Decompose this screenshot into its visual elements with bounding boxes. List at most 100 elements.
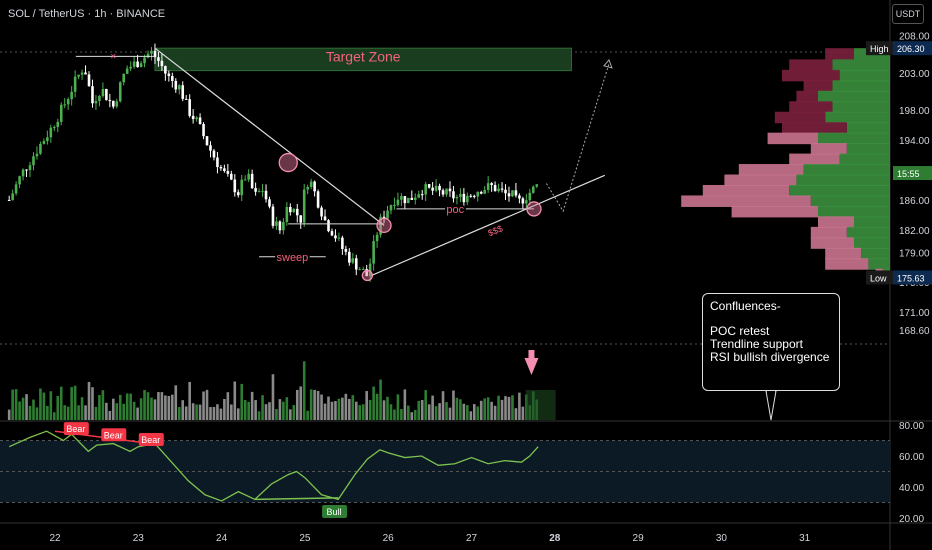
candle-body bbox=[521, 198, 525, 204]
volume-bar bbox=[309, 389, 313, 420]
candle-body bbox=[424, 184, 427, 195]
candle-body bbox=[275, 221, 278, 226]
candle-body bbox=[448, 188, 452, 192]
candle-body bbox=[223, 168, 226, 172]
volume-bar bbox=[268, 402, 271, 420]
volume-bar bbox=[14, 389, 18, 420]
candle-body bbox=[438, 185, 441, 191]
volume-bar bbox=[216, 404, 219, 420]
volume-bar bbox=[507, 396, 511, 420]
volume-bar bbox=[285, 397, 289, 420]
candle-body bbox=[504, 189, 507, 194]
volume-bar bbox=[87, 381, 91, 420]
candle-body bbox=[531, 186, 535, 193]
price-tick-label: 182.00 bbox=[899, 226, 930, 237]
volume-bar bbox=[295, 389, 299, 420]
volume-bar bbox=[174, 385, 178, 420]
bull-divergence-line bbox=[254, 497, 339, 501]
volume-bar bbox=[181, 400, 185, 420]
candle-body bbox=[132, 61, 136, 67]
volume-bar bbox=[348, 398, 351, 420]
volume-bar bbox=[490, 401, 493, 420]
volume-bar bbox=[292, 405, 296, 420]
candle-body bbox=[479, 191, 483, 194]
volume-bar bbox=[351, 395, 355, 420]
volume-profile-sell-bar bbox=[789, 59, 833, 71]
highlight-circle bbox=[361, 269, 374, 282]
volume-bar bbox=[230, 404, 233, 420]
volume-bar bbox=[424, 390, 427, 420]
candle-body bbox=[216, 157, 219, 168]
volume-profile-sell-bar bbox=[774, 111, 826, 124]
volume-bar bbox=[21, 397, 25, 420]
candle-body bbox=[299, 215, 303, 223]
callout-pointer bbox=[765, 390, 777, 421]
volume-bar bbox=[271, 374, 275, 420]
volume-bar bbox=[264, 404, 268, 420]
volume-bar bbox=[504, 396, 507, 420]
candle-body bbox=[497, 188, 500, 192]
candle-body bbox=[139, 63, 143, 68]
candle-body bbox=[164, 66, 167, 74]
volume-bar bbox=[11, 389, 14, 420]
price-tick-label: 168.60 bbox=[899, 326, 930, 337]
candle-body bbox=[167, 73, 171, 77]
volume-bar bbox=[400, 409, 403, 420]
poc-label: poc bbox=[446, 204, 464, 216]
volume-bar bbox=[413, 409, 417, 420]
candle-body bbox=[323, 216, 327, 221]
candle-body bbox=[365, 269, 368, 277]
volume-profile-buy-bar bbox=[839, 153, 890, 166]
candle-body bbox=[146, 53, 150, 58]
volume-bar bbox=[289, 409, 292, 420]
time-tick-label: 28 bbox=[549, 533, 561, 544]
volume-profile-buy-bar bbox=[832, 101, 890, 113]
candle-body bbox=[233, 179, 237, 193]
volume-bar bbox=[122, 403, 126, 420]
candle-body bbox=[171, 76, 174, 81]
bear-divergence-tag bbox=[63, 422, 89, 436]
candle-body bbox=[500, 188, 504, 190]
volume-bar bbox=[98, 395, 101, 420]
volume-bar bbox=[372, 386, 375, 420]
price-tick-label: 208.00 bbox=[899, 31, 930, 42]
volume-bar bbox=[427, 404, 431, 420]
volume-bar bbox=[39, 388, 42, 420]
candle-body bbox=[240, 179, 244, 196]
volume-bar bbox=[247, 401, 250, 420]
volume-profile-sell-bar bbox=[731, 205, 818, 218]
candle-body bbox=[56, 121, 60, 128]
candle-body bbox=[21, 169, 25, 177]
candle-body bbox=[368, 263, 372, 277]
highlight-circle bbox=[526, 201, 542, 217]
candle-body bbox=[486, 183, 490, 190]
candle-body bbox=[459, 193, 462, 197]
candle-body bbox=[309, 181, 313, 188]
currency-button[interactable]: USDT bbox=[892, 4, 924, 24]
candle-body bbox=[372, 241, 375, 264]
rsi-tick-label: 40.00 bbox=[899, 483, 924, 494]
volume-profile-sell-bar bbox=[782, 69, 840, 82]
candle-body bbox=[160, 60, 164, 67]
candle-body bbox=[407, 197, 410, 204]
volume-bar bbox=[32, 399, 35, 420]
volume-bar bbox=[438, 403, 441, 420]
candle-body bbox=[455, 196, 459, 199]
volume-profile-sell-bar bbox=[818, 216, 854, 228]
candle-body bbox=[157, 57, 160, 61]
volume-bar bbox=[70, 386, 73, 420]
candle-body bbox=[143, 57, 146, 64]
volume-bar bbox=[240, 383, 244, 420]
candle-body bbox=[472, 195, 476, 197]
candle-body bbox=[73, 76, 77, 92]
volume-profile-buy-bar bbox=[789, 184, 890, 197]
volume-bar bbox=[146, 392, 150, 420]
volume-bar bbox=[441, 391, 445, 420]
volume-bar bbox=[115, 403, 119, 420]
candle-body bbox=[389, 205, 393, 211]
candle-body bbox=[209, 145, 212, 151]
candle-body bbox=[410, 197, 414, 200]
symbol-title: SOL / TetherUS · 1h · BINANCE bbox=[8, 8, 166, 20]
volume-bar bbox=[316, 391, 320, 420]
divergence-tag-label: Bear bbox=[66, 424, 85, 434]
